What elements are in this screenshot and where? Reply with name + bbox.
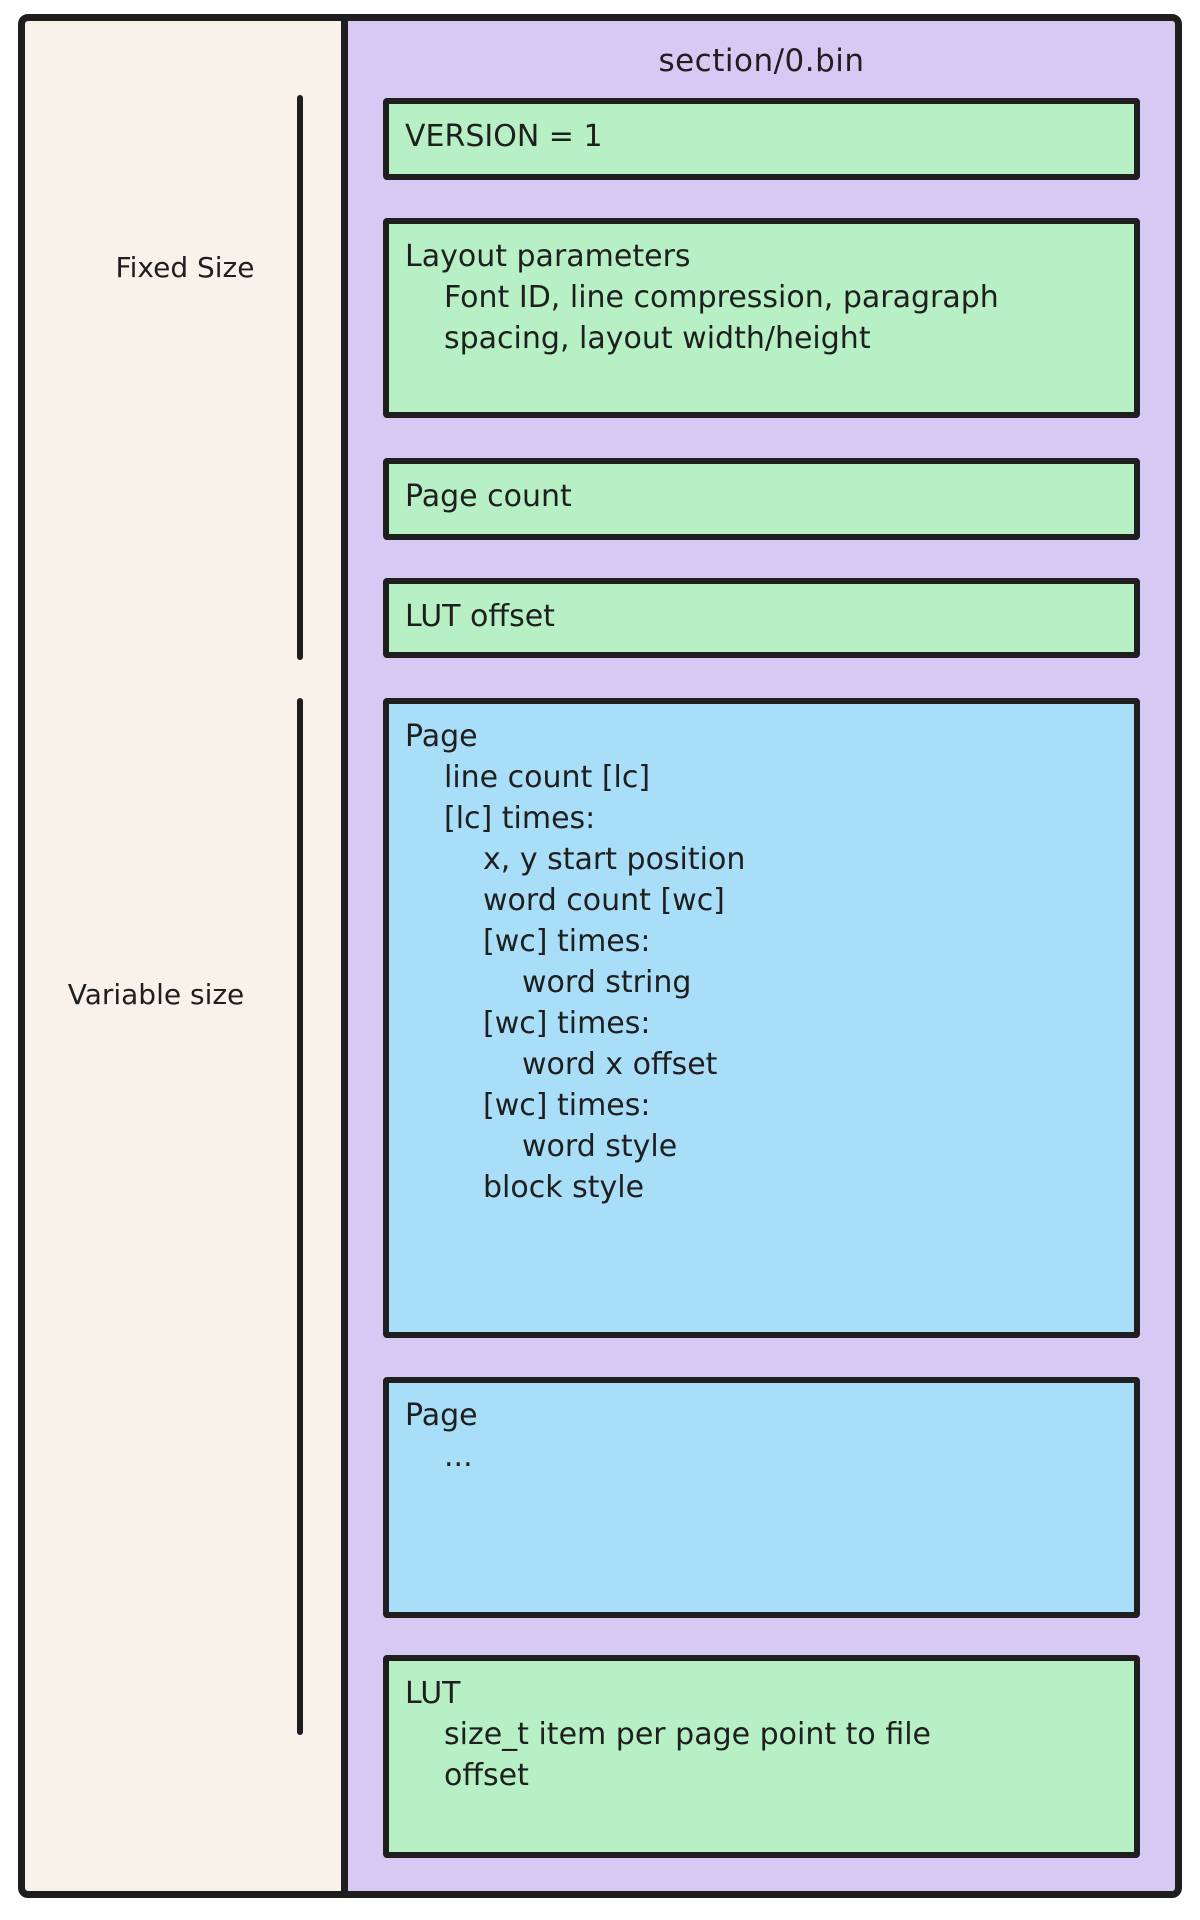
page-detail-box: Page line count [lc] [lc] times: x, y st… [383, 698, 1140, 1338]
box-line: word x offset [522, 1047, 718, 1082]
box-line: size_t item per page point to file [444, 1717, 932, 1752]
box-line: LUT [405, 1676, 461, 1711]
box-line: [wc] times: [483, 1006, 651, 1041]
box-line: LUT offset [405, 599, 555, 634]
box-line: line count [lc] [444, 760, 651, 795]
box-line: [lc] times: [444, 801, 596, 836]
box-line: Page [405, 719, 478, 754]
lut-box: LUT size_t item per page point to file o… [383, 1655, 1140, 1858]
variable-size-bracket-line [297, 698, 303, 1735]
variable-size-label: Variable size [67, 978, 245, 1011]
panel-title: section/0.bin [658, 43, 865, 79]
box-line: word style [522, 1129, 678, 1164]
diagram-frame: Fixed Size Variable size section/0.bin V… [18, 14, 1182, 1898]
box-line: Font ID, line compression, paragraph [444, 280, 999, 315]
box-line: ... [444, 1439, 473, 1474]
page-ellipsis-box: Page ... [383, 1377, 1140, 1618]
left-column: Fixed Size Variable size [25, 21, 341, 1891]
box-line: [wc] times: [483, 924, 651, 959]
section-panel: section/0.bin VERSION = 1 Layout paramet… [341, 21, 1175, 1891]
lut-offset-box: LUT offset [383, 578, 1140, 658]
version-box: VERSION = 1 [383, 98, 1140, 180]
box-line: VERSION = 1 [405, 119, 603, 154]
box-line: Page [405, 1398, 478, 1433]
page-count-box: Page count [383, 458, 1140, 540]
box-line: spacing, layout width/height [444, 321, 871, 356]
box-line: Layout parameters [405, 239, 691, 274]
box-line: offset [444, 1758, 529, 1793]
box-line: x, y start position [483, 842, 746, 877]
box-line: [wc] times: [483, 1088, 651, 1123]
fixed-size-label: Fixed Size [115, 251, 255, 284]
box-line: word count [wc] [483, 883, 725, 918]
box-line: Page count [405, 479, 572, 514]
box-line: block style [483, 1170, 645, 1205]
box-line: word string [522, 965, 692, 1000]
layout-parameters-box: Layout parameters Font ID, line compress… [383, 218, 1140, 418]
fixed-size-bracket-line [297, 95, 303, 660]
